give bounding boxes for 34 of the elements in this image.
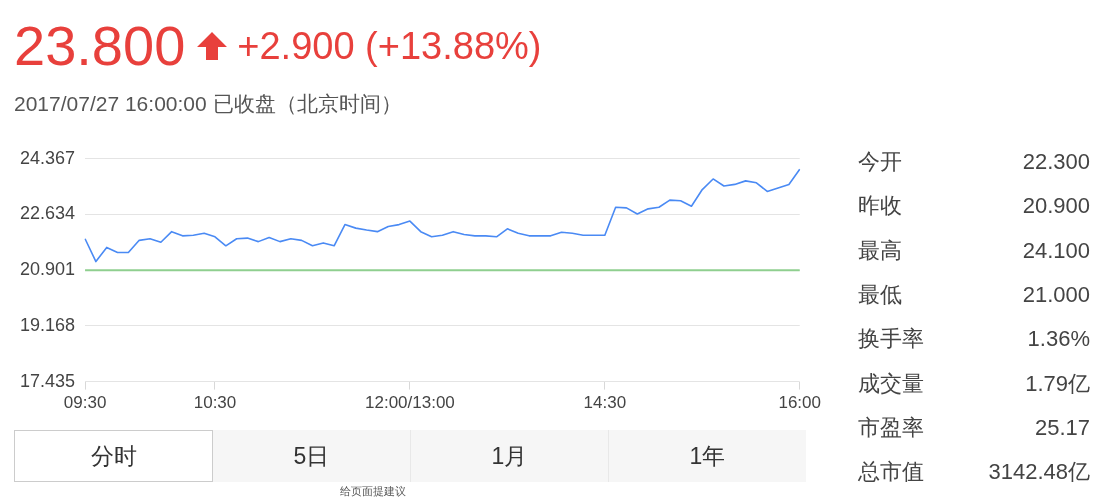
x-tick-label: 14:30 <box>583 393 627 413</box>
text: 总市值 <box>858 458 924 487</box>
text: 1.36% <box>1027 326 1090 353</box>
y-tick-label: 22.634 <box>19 203 76 224</box>
text: 成交量 <box>858 369 924 398</box>
y-tick-label: 24.367 <box>19 147 76 168</box>
x-tick-label: 09:30 <box>63 393 107 413</box>
text: 今开 <box>858 148 902 177</box>
text: 1.79亿 <box>1025 369 1090 398</box>
text: 1月 <box>411 430 609 482</box>
text: 昨收 <box>858 192 902 221</box>
text: 24.100 <box>1022 237 1090 264</box>
text: 5日 <box>213 430 411 482</box>
text: 22.300 <box>1022 149 1090 176</box>
y-tick-label: 17.435 <box>19 370 76 391</box>
text: 最低 <box>858 281 902 310</box>
y-tick-label: 19.168 <box>19 314 76 335</box>
y-tick-label: 20.901 <box>19 259 76 280</box>
x-tick-label: 16:00 <box>778 393 821 413</box>
text: 分时 <box>14 430 213 482</box>
text: 换手率 <box>858 325 924 354</box>
text: 21.000 <box>1022 282 1090 309</box>
x-tick-label: 12:00/13:00 <box>365 393 455 413</box>
text: 1年 <box>688 441 727 471</box>
text: 给页面提建议 <box>340 484 406 498</box>
chart-subtitle: 2017/07/27 16:00:00 已收盘（北京时间） <box>14 91 402 117</box>
chart-title: 23.800 <box>14 14 186 78</box>
text: +2.900 (+13.88%) <box>237 24 542 68</box>
text: 市盈率 <box>858 413 924 442</box>
text: 最高 <box>858 236 902 265</box>
text: 20.900 <box>1022 193 1090 220</box>
x-tick-label: 10:30 <box>193 393 237 413</box>
text: 3142.48亿 <box>988 458 1090 487</box>
text: 25.17 <box>1034 414 1090 441</box>
